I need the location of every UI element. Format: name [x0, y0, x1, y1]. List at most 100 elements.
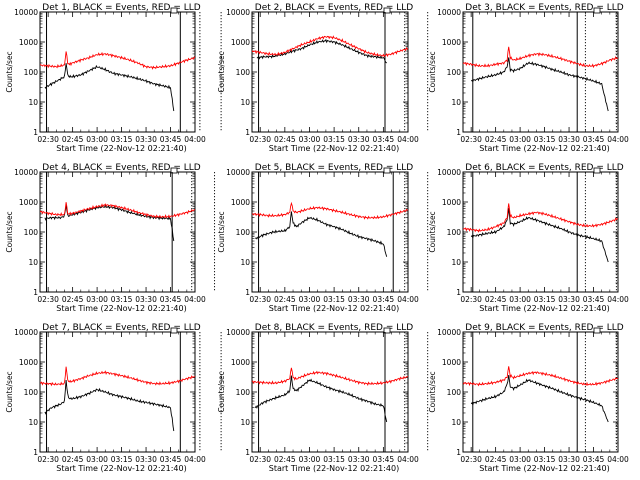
events-series-line	[470, 374, 609, 423]
x-tick-label: 02:45	[62, 455, 84, 464]
x-tick-label: 03:00	[86, 295, 108, 304]
plot-frame	[462, 331, 619, 453]
x-axis-label: Start Time (22-Nov-12 02:21:40)	[479, 144, 609, 153]
series-group	[463, 203, 618, 263]
y-tick-label: 10000	[14, 8, 38, 17]
events-series-line	[44, 204, 175, 242]
y-tick-label: 100	[236, 228, 251, 237]
chart-panel-5: Det 5, BLACK = Events, RED = LLD 1 10 100 10…	[217, 163, 429, 313]
x-tick-label: 03:15	[534, 135, 556, 144]
x-tick-label: 02:45	[62, 135, 84, 144]
chart-panel-2: Det 2, BLACK = Events, RED = LLD 1 10 100 10…	[217, 3, 429, 153]
y-tick-label: 1000	[442, 358, 461, 367]
chart-title: Det 3, BLACK = Events, RED = LLD	[465, 3, 624, 13]
x-tick-label: 04:00	[184, 135, 206, 144]
x-axis-label: Start Time (22-Nov-12 02:21:40)	[56, 304, 186, 313]
plot-frame	[462, 11, 619, 133]
x-tick-label: 03:15	[534, 455, 556, 464]
chart-title: Det 7, BLACK = Events, RED = LLD	[42, 323, 201, 333]
chart-title: Det 5, BLACK = Events, RED = LLD	[255, 163, 414, 173]
y-tick-label: 10	[28, 418, 38, 427]
x-tick-label: 03:45	[583, 455, 605, 464]
x-axis-label: Start Time (22-Nov-12 02:21:40)	[269, 304, 399, 313]
y-tick-label: 1000	[19, 358, 38, 367]
y-tick-label: 100	[236, 388, 251, 397]
events-series-line	[256, 38, 387, 64]
title-box-marker	[593, 327, 601, 334]
plot-frame	[39, 11, 196, 133]
series-group	[252, 367, 408, 423]
title-box-marker	[170, 327, 178, 334]
y-tick-label: 10000	[226, 168, 250, 177]
x-tick-label: 03:30	[558, 135, 580, 144]
y-tick-label: 10	[451, 258, 461, 267]
x-tick-label: 02:45	[62, 295, 84, 304]
y-axis-label: Counts/sec	[5, 371, 14, 412]
x-tick-label: 02:30	[249, 295, 271, 304]
lld-series-line	[463, 366, 618, 387]
x-tick-label: 03:00	[509, 135, 531, 144]
x-axis-label: Start Time (22-Nov-12 02:21:40)	[479, 464, 609, 473]
plot-frame	[462, 171, 619, 293]
x-axis-label: Start Time (22-Nov-12 02:21:40)	[56, 464, 186, 473]
x-axis-label: Start Time (22-Nov-12 02:21:40)	[269, 144, 399, 153]
x-tick-label: 03:45	[160, 295, 182, 304]
x-axis-label: Start Time (22-Nov-12 02:21:40)	[56, 144, 186, 153]
y-axis-label: Counts/sec	[5, 51, 14, 92]
y-tick-label: 1000	[442, 38, 461, 47]
x-tick-label: 03:30	[558, 295, 580, 304]
x-tick-label: 03:45	[373, 295, 395, 304]
lld-series-line	[40, 51, 195, 70]
x-tick-label: 03:30	[348, 455, 370, 464]
x-tick-label: 03:30	[348, 295, 370, 304]
x-tick-label: 03:15	[111, 135, 133, 144]
y-axis-label: Counts/sec	[5, 211, 14, 252]
y-axis-label: Counts/sec	[217, 371, 226, 412]
x-tick-label: 03:15	[111, 455, 133, 464]
events-series-line	[44, 63, 175, 112]
y-tick-label: 1	[245, 448, 250, 457]
series-group	[40, 202, 195, 242]
y-tick-label: 10	[28, 258, 38, 267]
x-tick-label: 04:00	[184, 455, 206, 464]
y-tick-label: 1000	[231, 198, 250, 207]
x-tick-label: 03:00	[299, 135, 321, 144]
x-tick-label: 02:45	[274, 135, 296, 144]
y-tick-label: 1	[456, 128, 461, 137]
y-tick-label: 1000	[442, 198, 461, 207]
y-axis-label: Counts/sec	[217, 211, 226, 252]
y-tick-label: 100	[447, 68, 462, 77]
y-tick-label: 10000	[437, 328, 461, 337]
x-tick-label: 02:30	[37, 135, 59, 144]
y-tick-label: 100	[24, 68, 39, 77]
y-axis-label: Counts/sec	[428, 51, 437, 92]
title-box-marker	[383, 167, 391, 174]
y-tick-label: 10000	[226, 8, 250, 17]
title-box-marker	[593, 7, 601, 14]
x-tick-label: 04:00	[397, 295, 419, 304]
series-group	[40, 366, 195, 432]
x-tick-label: 03:15	[323, 135, 345, 144]
lld-series-line	[40, 202, 195, 219]
title-box-marker	[170, 167, 178, 174]
x-tick-label: 03:45	[373, 135, 395, 144]
y-tick-label: 10	[240, 98, 250, 107]
x-tick-label: 03:45	[160, 455, 182, 464]
events-series-line	[255, 211, 388, 257]
x-tick-label: 03:00	[86, 135, 108, 144]
x-tick-label: 02:30	[37, 295, 59, 304]
x-tick-label: 03:45	[373, 455, 395, 464]
chart-title: Det 8, BLACK = Events, RED = LLD	[255, 323, 414, 333]
x-tick-label: 04:00	[607, 295, 629, 304]
chart-panel-4: Det 4, BLACK = Events, RED = LLD 1 10 100 10…	[5, 163, 216, 313]
x-tick-label: 03:30	[348, 135, 370, 144]
x-tick-label: 03:45	[583, 295, 605, 304]
y-tick-label: 1000	[231, 358, 250, 367]
chart-panel-8: Det 8, BLACK = Events, RED = LLD 1 10 100 10…	[217, 323, 429, 473]
x-tick-label: 03:30	[135, 135, 157, 144]
chart-title: Det 9, BLACK = Events, RED = LLD	[465, 323, 624, 333]
x-tick-label: 02:30	[249, 135, 271, 144]
x-tick-label: 03:15	[323, 295, 345, 304]
lld-series-line	[252, 35, 408, 58]
